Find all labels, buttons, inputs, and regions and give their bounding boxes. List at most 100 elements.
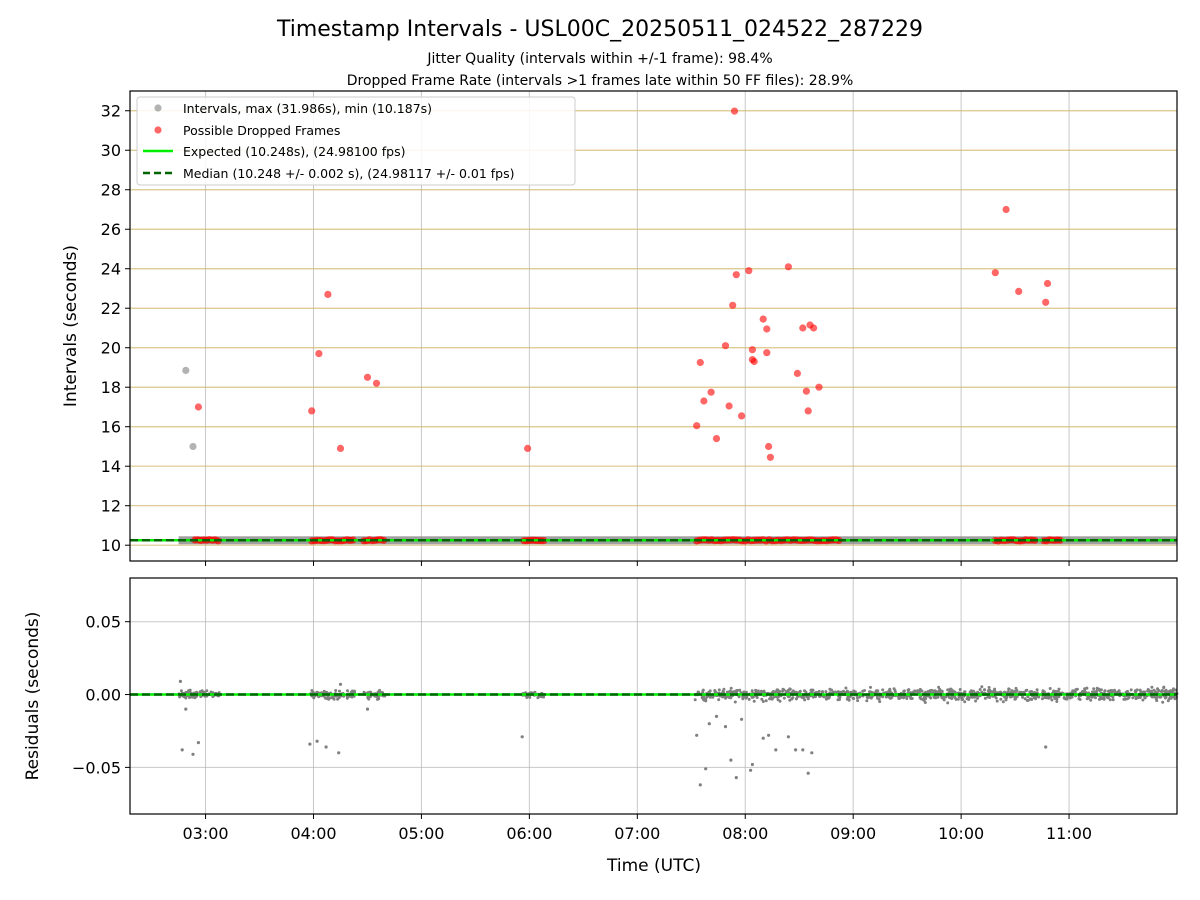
residual-point: [1018, 690, 1022, 694]
residual-point: [737, 695, 741, 699]
residual-point: [1055, 700, 1059, 703]
residual-point: [717, 698, 721, 702]
residual-point: [994, 696, 998, 700]
residual-point: [998, 690, 1002, 694]
residual-point: [193, 696, 197, 700]
residual-point: [869, 685, 872, 689]
dropped-frame-point: [693, 422, 701, 430]
residual-point: [315, 739, 319, 743]
dropped-frame-point: [308, 407, 316, 415]
dropped-frame-point: [315, 350, 323, 358]
residual-point: [1092, 690, 1096, 694]
residual-point: [936, 695, 940, 699]
residual-point: [1023, 697, 1027, 701]
residual-point: [1004, 698, 1008, 702]
top-y-tick-label: 24: [101, 260, 121, 279]
residual-point: [1042, 690, 1046, 694]
residual-point: [920, 689, 924, 693]
residual-point: [980, 690, 984, 694]
bottom-y-axis-label: Residuals (seconds): [23, 612, 43, 781]
dropped-frame-point: [721, 342, 730, 350]
residual-point: [1085, 686, 1089, 690]
residual-point: [1048, 687, 1052, 690]
residual-point: [734, 776, 738, 780]
top-y-tick-label: 32: [101, 102, 121, 121]
residual-point: [367, 697, 371, 701]
residual-point: [744, 696, 748, 700]
residual-point: [868, 690, 872, 694]
residual-point: [852, 689, 856, 693]
residual-point: [729, 690, 733, 694]
x-tick-label: 06:00: [506, 824, 552, 843]
residual-point: [942, 698, 946, 702]
residual-point: [750, 689, 754, 693]
residual-point: [180, 748, 184, 752]
residual-point: [821, 690, 824, 694]
residual-point: [1006, 690, 1010, 694]
residual-point: [976, 696, 979, 700]
residual-point: [1040, 697, 1044, 701]
residual-point: [713, 690, 717, 694]
residual-point: [870, 695, 874, 699]
residual-point: [1166, 699, 1170, 703]
bottom-axes-frame: [129, 577, 1178, 815]
residual-point: [756, 689, 760, 693]
top-y-tick-label: 30: [101, 141, 121, 160]
residual-point: [1129, 688, 1133, 692]
residual-point: [778, 690, 782, 693]
residual-point: [930, 688, 934, 692]
top-series: [130, 107, 1178, 545]
residual-point: [1089, 698, 1093, 702]
residual-point: [695, 733, 699, 737]
residual-point: [202, 690, 206, 694]
residual-point: [843, 691, 847, 694]
dropped-frame-point: [745, 267, 753, 275]
residual-point: [805, 695, 809, 699]
residual-point: [969, 689, 973, 693]
residual-point: [824, 690, 828, 694]
residual-point: [1143, 696, 1147, 700]
residual-point: [191, 752, 195, 756]
residual-point: [954, 697, 958, 701]
dropped-frame-point: [712, 435, 721, 443]
interval-point: [189, 442, 197, 451]
residual-point: [338, 682, 343, 686]
legend: Intervals, max (31.986s), min (10.187s) …: [136, 96, 576, 186]
dropped-frame-point: [696, 358, 704, 367]
residual-point: [528, 695, 532, 699]
residual-point: [1116, 690, 1119, 694]
residual-point: [1108, 698, 1112, 702]
residual-point: [946, 701, 950, 705]
residual-point: [724, 696, 728, 700]
residual-point: [1001, 700, 1005, 704]
dropped-frame-point: [763, 325, 771, 333]
residual-point: [1092, 687, 1096, 691]
dropped-frame-point: [732, 271, 740, 279]
residual-point: [941, 696, 945, 700]
residual-point: [1007, 687, 1011, 691]
residual-point: [717, 688, 721, 692]
residual-point: [788, 698, 792, 702]
residual-point: [205, 689, 209, 693]
residual-point: [760, 697, 764, 701]
residual-point: [1133, 689, 1137, 693]
residual-point: [770, 697, 774, 701]
residual-point: [974, 699, 978, 703]
residual-point: [349, 695, 353, 699]
dropped-frame-point: [730, 107, 739, 115]
top-y-tick-label: 26: [101, 220, 121, 239]
residual-point: [1100, 696, 1104, 700]
residual-point: [1021, 695, 1024, 699]
residual-point: [733, 700, 737, 704]
residual-point: [324, 745, 328, 749]
residual-point: [796, 695, 799, 699]
residual-point: [186, 690, 190, 694]
dropped-frame-point: [991, 269, 999, 277]
residual-point: [714, 714, 719, 719]
residual-point: [729, 686, 733, 690]
top-ticks: 10 12 14 16 18 20 22 24 26 28 30 32: [101, 102, 1070, 566]
residual-point: [950, 695, 954, 699]
dropped-frame-point: [766, 453, 775, 461]
residual-point: [1160, 690, 1163, 694]
top-y-tick-label: 10: [101, 536, 121, 555]
